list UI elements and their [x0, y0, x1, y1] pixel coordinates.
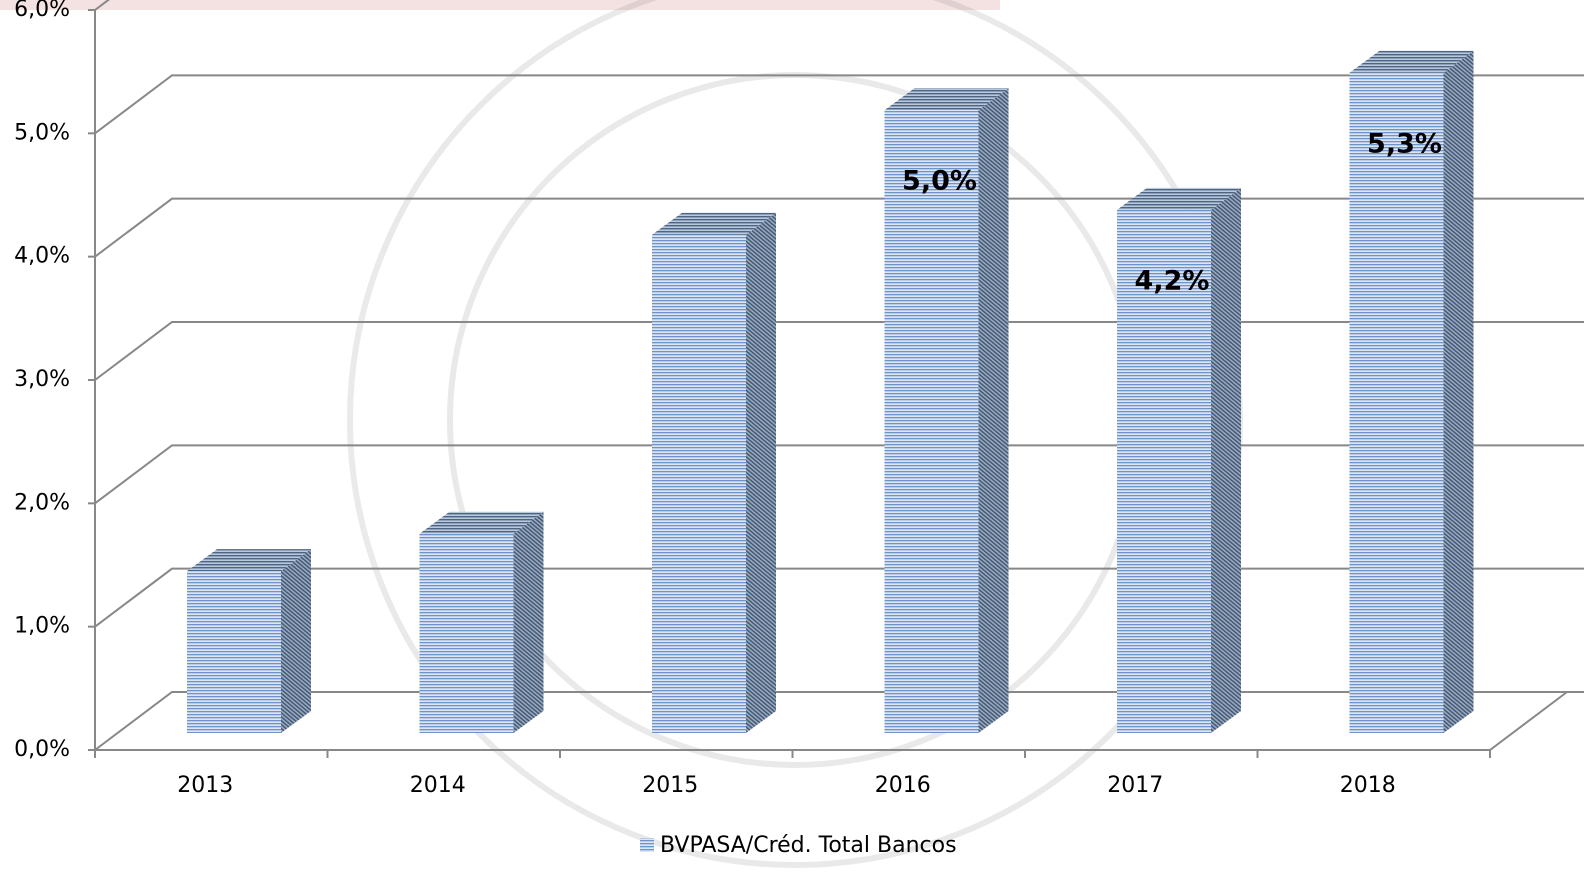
grid-line	[94, 567, 1584, 628]
data-label: 4,2%	[1135, 265, 1210, 296]
data-label: 5,0%	[902, 166, 977, 197]
x-tick-label: 2016	[875, 773, 931, 798]
bar-top	[652, 212, 776, 235]
x-tick-label: 2017	[1107, 773, 1163, 798]
x-tick-label: 2015	[642, 773, 698, 798]
bar	[1349, 72, 1444, 733]
y-tick-label: 3,0%	[14, 367, 70, 392]
watermark	[347, 0, 1243, 868]
x-tick-label: 2018	[1340, 773, 1396, 798]
bar-top	[419, 511, 544, 534]
bar-side	[513, 511, 544, 733]
y-tick-label: 5,0%	[14, 120, 70, 145]
data-label: 5,3%	[1367, 128, 1442, 159]
x-tick-label: 2013	[177, 773, 233, 798]
bar-side	[1443, 50, 1474, 733]
y-tick-label: 2,0%	[14, 490, 70, 515]
grid-line	[94, 74, 1584, 135]
bar-top	[1117, 187, 1241, 210]
top-band	[0, 0, 1000, 10]
x-tick-label: 2014	[410, 773, 466, 798]
legend-swatch	[640, 838, 654, 852]
bar-top	[1349, 50, 1474, 73]
y-tick-label: 1,0%	[14, 614, 70, 639]
y-tick-label: 4,0%	[14, 244, 70, 269]
x-axis	[95, 691, 1568, 751]
bar	[652, 234, 746, 733]
bar-side	[978, 88, 1009, 733]
bar-side	[281, 549, 311, 733]
bar	[1117, 209, 1211, 733]
bar-side	[1211, 187, 1241, 733]
bar	[419, 533, 514, 733]
legend-label: BVPASA/Créd. Total Bancos	[660, 833, 957, 858]
bar	[884, 110, 979, 733]
y-tick-label: 0,0%	[14, 737, 70, 762]
grid-line	[94, 197, 1584, 258]
bar-top	[884, 88, 1009, 111]
bar-top	[187, 549, 311, 572]
grid-line	[94, 321, 1584, 381]
y-tick-label: 6,0%	[14, 0, 70, 22]
bar	[187, 571, 281, 733]
bar-side	[746, 212, 776, 733]
grid-line	[94, 444, 1584, 505]
grid-line	[94, 691, 1584, 751]
